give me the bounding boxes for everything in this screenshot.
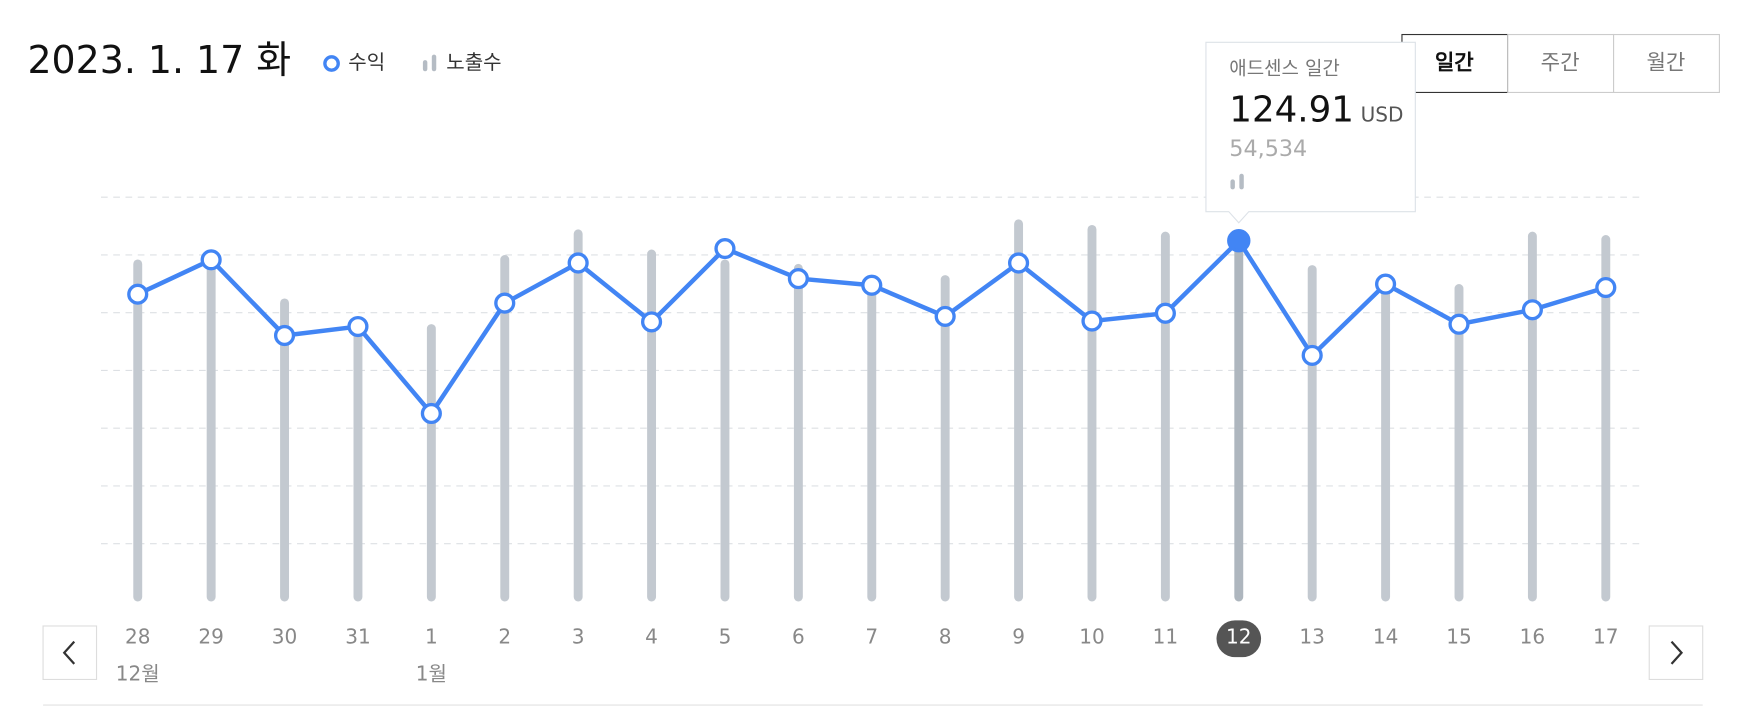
- impression-bar: [867, 280, 877, 602]
- x-tick-label: 7: [865, 625, 878, 649]
- impression-bar: [206, 256, 216, 602]
- revenue-point: [934, 305, 956, 328]
- tooltip-icon: [1239, 173, 1244, 190]
- x-tick-label: 10: [1079, 625, 1105, 649]
- impression-bar: [1527, 231, 1537, 602]
- period-button[interactable]: [1613, 33, 1720, 94]
- revenue-point: [640, 311, 663, 333]
- legend-icon: [422, 60, 428, 72]
- revenue-point: [1521, 299, 1543, 321]
- tooltip-title: 애드센스 일간: [1229, 58, 1339, 80]
- prev-icon: [62, 640, 76, 665]
- revenue-point: [494, 292, 516, 314]
- revenue-point: [1227, 229, 1251, 253]
- revenue-point: [714, 237, 736, 260]
- tooltip-impressions: 54,534: [1229, 136, 1307, 162]
- x-tick-label: 29: [198, 625, 224, 649]
- impression-bar: [1381, 278, 1391, 602]
- x-tick-label: 30: [272, 625, 298, 649]
- impression-bar: [793, 263, 803, 602]
- impression-bar: [133, 259, 143, 602]
- period-label: 일간: [1435, 49, 1474, 74]
- x-tick-label: 9: [1012, 625, 1025, 649]
- revenue-point: [1301, 344, 1323, 366]
- x-tick-label: 17: [1593, 625, 1619, 649]
- impression-bar: [353, 323, 363, 602]
- x-tick-label: 14: [1373, 625, 1399, 649]
- date-title: 2023. 1. 17 화: [27, 38, 291, 82]
- revenue-point: [1375, 273, 1397, 295]
- tooltip-icon: [1230, 179, 1235, 190]
- impression-bar: [1014, 219, 1024, 602]
- impression-bar: [1454, 284, 1464, 602]
- revenue-point: [1007, 252, 1030, 274]
- revenue-point: [1595, 276, 1617, 299]
- revenue-point: [420, 402, 442, 425]
- x-tick-label: 15: [1446, 625, 1472, 649]
- x-tick-label: 1: [425, 625, 438, 649]
- revenue-point: [127, 283, 149, 305]
- x-tick-label: 5: [719, 625, 732, 649]
- impression-bar: [1307, 265, 1317, 602]
- revenue-point: [861, 274, 883, 296]
- revenue-point: [1448, 313, 1470, 335]
- x-tick-label: 31: [345, 625, 371, 649]
- revenue-point: [1154, 302, 1176, 324]
- impression-bar: [720, 259, 730, 602]
- impression-bar: [1234, 233, 1244, 602]
- impression-bar: [1087, 224, 1097, 602]
- month-label: 1월: [416, 661, 447, 685]
- period-label: 주간: [1541, 49, 1580, 74]
- period-label: 월간: [1646, 49, 1685, 74]
- x-tick-label: 3: [572, 625, 585, 649]
- revenue-point: [1081, 310, 1103, 332]
- revenue-point: [273, 324, 296, 347]
- selected-day-badge: [1216, 620, 1262, 658]
- legend-icon: [431, 54, 437, 72]
- x-tick-label: 6: [792, 625, 805, 649]
- x-tick-label: 12: [1226, 625, 1252, 649]
- legend-icon: [323, 55, 340, 72]
- impression-bar: [500, 255, 510, 602]
- impression-bar: [1160, 231, 1170, 602]
- next-icon: [1670, 640, 1684, 665]
- prev-button[interactable]: [42, 625, 98, 681]
- x-tick-label: 11: [1153, 625, 1179, 649]
- legend-label: 노출수: [446, 50, 501, 74]
- impression-bar: [647, 249, 657, 602]
- x-tick-label: 13: [1299, 625, 1325, 649]
- next-button[interactable]: [1648, 625, 1704, 681]
- tooltip-unit: USD: [1361, 102, 1404, 126]
- impression-bar: [280, 298, 290, 602]
- revenue-point: [567, 252, 589, 274]
- period-button[interactable]: [1401, 33, 1509, 94]
- impression-bar: [1601, 235, 1611, 602]
- period-button[interactable]: [1507, 33, 1615, 94]
- x-tick-label: 2: [498, 625, 511, 649]
- x-tick-label: 28: [125, 625, 151, 649]
- impression-bar: [940, 275, 950, 602]
- revenue-point: [787, 268, 809, 290]
- tooltip-value: 124.91: [1229, 89, 1354, 130]
- legend-label: 수익: [348, 50, 385, 74]
- tooltip-box: [1205, 41, 1416, 224]
- revenue-point: [200, 249, 222, 271]
- x-tick-label: 16: [1520, 625, 1546, 649]
- revenue-point: [347, 315, 369, 338]
- month-label: 12월: [116, 661, 160, 685]
- impression-bar: [573, 229, 583, 602]
- impression-bar: [426, 324, 436, 602]
- x-tick-label: 4: [645, 625, 658, 649]
- x-tick-label: 8: [939, 625, 952, 649]
